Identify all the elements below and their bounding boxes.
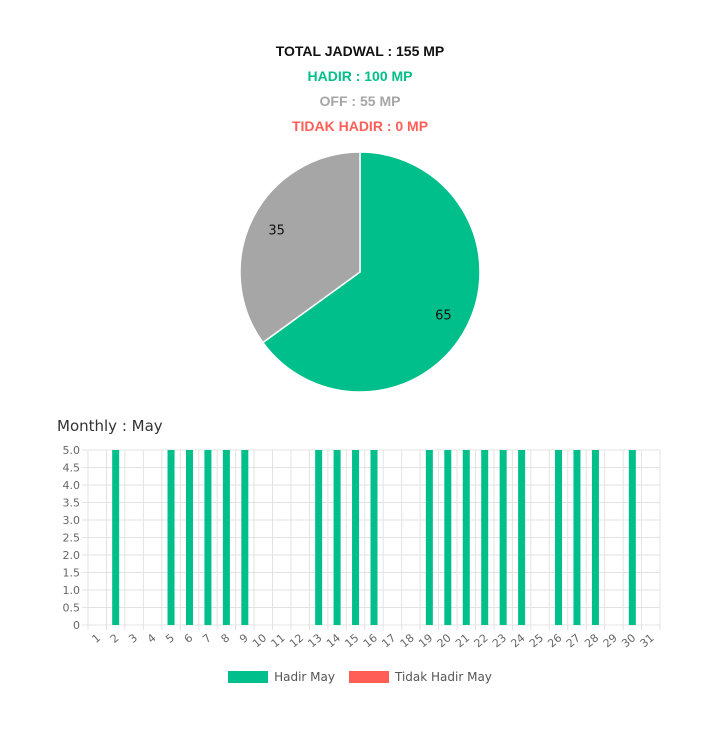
x-tick-label: 25 [527,631,546,650]
bar-hadir-day-13[interactable] [315,450,323,625]
y-tick-label: 4.5 [63,462,81,475]
y-tick-label: 2.0 [63,549,81,562]
bar-hadir-day-2[interactable] [112,450,120,625]
y-tick-label: 5.0 [63,444,81,457]
x-tick-label: 11 [269,631,288,650]
y-tick-label: 3.0 [63,514,81,527]
monthly-bar-chart: 00.51.01.52.02.53.03.54.04.55.01 2 3 4 5 6 7 8 9… [63,444,661,650]
attendance-pie-chart: 65 35 [239,151,481,393]
pie-slice-1[interactable] [239,151,361,344]
bar-hadir-day-7[interactable] [204,450,212,625]
tidak-hadir-text: TIDAK HADIR : 0 MP [291,118,429,134]
x-tick-label: 14 [324,631,343,650]
x-tick-label: 29 [601,631,620,650]
x-tick-label: 18 [398,631,417,650]
total-jadwal-text: TOTAL JADWAL : 155 MP [275,43,445,59]
bar-hadir-day-28[interactable] [591,450,599,625]
x-tick-label: 12 [287,631,306,650]
bar-hadir-day-8[interactable] [222,450,230,625]
x-tick-label: 16 [361,631,380,650]
legend-swatch-tidak-hadir [348,671,389,683]
y-tick-label: 0.5 [63,602,81,615]
y-tick-label: 4.0 [63,479,81,492]
x-tick-label: 30 [619,631,638,650]
x-tick-label: 7 [200,631,214,645]
x-tick-label: 22 [472,631,491,650]
x-tick-label: 4 [145,631,159,645]
bar-hadir-day-27[interactable] [573,450,581,625]
pie-slice-label-1: 35 [268,224,285,239]
legend-swatch-hadir [228,671,269,683]
legend-label-hadir: Hadir May [274,670,335,684]
off-text: OFF : 55 MP [319,93,401,109]
monthly-title: Monthly : May [57,417,163,435]
legend-label-tidak-hadir: Tidak Hadir May [394,670,492,684]
chart-legend: Hadir May Tidak Hadir May [0,670,720,684]
bar-hadir-day-24[interactable] [518,450,526,625]
x-tick-label: 5 [163,631,177,645]
x-tick-label: 1 [89,631,103,645]
legend-item-tidak-hadir[interactable]: Tidak Hadir May [348,670,492,684]
pie-slice-0[interactable] [261,151,481,393]
x-tick-label: 23 [490,631,509,650]
bar-hadir-day-23[interactable] [499,450,507,625]
x-tick-label: 24 [508,631,527,650]
x-tick-label: 20 [435,631,454,650]
hadir-text: HADIR : 100 MP [307,68,413,84]
x-tick-label: 15 [342,631,361,650]
legend-item-hadir[interactable]: Hadir May [228,670,335,684]
x-tick-label: 2 [108,631,122,645]
bar-hadir-day-15[interactable] [352,450,360,625]
bar-hadir-day-14[interactable] [333,450,341,625]
y-tick-label: 3.5 [63,497,81,510]
bar-hadir-day-19[interactable] [425,450,433,625]
bar-hadir-day-16[interactable] [370,450,378,625]
bar-hadir-day-26[interactable] [555,450,563,625]
bar-hadir-day-6[interactable] [185,450,193,625]
x-tick-label: 21 [453,631,472,650]
bar-hadir-day-21[interactable] [462,450,470,625]
pie-slice-label-0: 65 [435,308,452,323]
bar-hadir-day-22[interactable] [481,450,489,625]
x-tick-label: 6 [182,631,196,645]
x-tick-label: 26 [545,631,564,650]
bar-hadir-day-30[interactable] [628,450,636,625]
y-tick-label: 1.0 [63,584,81,597]
x-tick-label: 3 [126,631,140,645]
y-tick-label: 1.5 [63,567,81,580]
x-tick-label: 27 [564,631,583,650]
x-tick-label: 8 [219,631,233,645]
x-tick-label: 13 [305,631,324,650]
x-tick-label: 17 [379,631,398,650]
bar-hadir-day-20[interactable] [444,450,452,625]
bar-hadir-day-5[interactable] [167,450,175,625]
x-tick-label: 28 [582,631,601,650]
x-tick-label: 10 [250,631,269,650]
y-tick-label: 0 [73,619,80,632]
x-tick-label: 9 [237,631,251,645]
x-tick-label: 19 [416,631,435,650]
y-tick-label: 2.5 [63,532,81,545]
bar-hadir-day-9[interactable] [241,450,249,625]
x-tick-label: 31 [638,631,657,650]
